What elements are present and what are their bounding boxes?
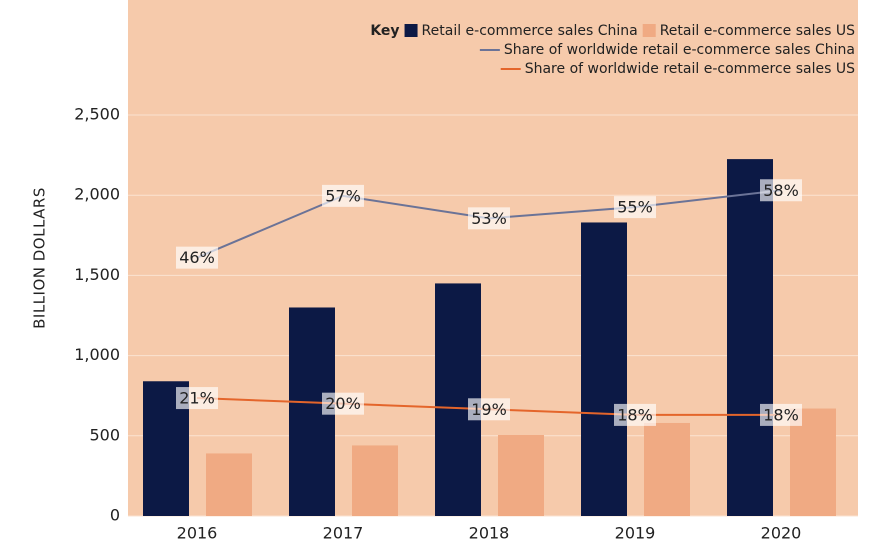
x-tick-label: 2016: [177, 524, 218, 543]
bar: [581, 222, 627, 516]
y-tick-label: 500: [89, 425, 120, 444]
y-tick-label: 1,500: [74, 265, 120, 284]
value-label: 21%: [179, 389, 215, 408]
bar: [498, 434, 544, 516]
y-tick-label: 0: [110, 506, 120, 525]
x-tick-label: 2018: [469, 524, 510, 543]
value-label: 18%: [617, 405, 653, 424]
y-tick-label: 2,500: [74, 105, 120, 124]
y-tick-label: 1,000: [74, 345, 120, 364]
value-label: 19%: [471, 400, 507, 419]
value-label-box: [176, 387, 218, 410]
bar: [790, 408, 836, 516]
bar: [727, 159, 773, 517]
legend-swatch: [404, 24, 418, 37]
legend-label: Share of worldwide retail e-commerce sal…: [504, 42, 855, 58]
value-label-box: [614, 196, 656, 219]
legend-label: Share of worldwide retail e-commerce sal…: [525, 61, 855, 77]
value-label-box: [468, 207, 510, 230]
y-tick-label: 2,000: [74, 185, 120, 204]
value-label: 53%: [471, 209, 507, 228]
bar: [206, 453, 252, 516]
bar: [352, 445, 398, 516]
value-label-box: [760, 403, 802, 426]
x-tick-label: 2017: [323, 524, 364, 543]
value-label: 57%: [325, 186, 361, 205]
legend-label: Retail e-commerce sales US: [660, 23, 855, 39]
value-label-box: [322, 184, 364, 207]
value-label: 58%: [763, 181, 799, 200]
value-label: 46%: [179, 248, 215, 267]
value-label: 18%: [763, 405, 799, 424]
value-label-box: [468, 398, 510, 421]
value-label: 55%: [617, 198, 653, 217]
legend-label: Retail e-commerce sales China: [422, 23, 638, 39]
value-label: 20%: [325, 394, 361, 413]
value-label-box: [760, 179, 802, 202]
x-tick-label: 2020: [761, 524, 802, 543]
x-tick-label: 2019: [615, 524, 656, 543]
bar: [644, 422, 690, 516]
value-label-box: [322, 392, 364, 415]
legend-swatch: [642, 24, 656, 37]
legend-title: Key: [370, 23, 399, 39]
value-label-box: [176, 246, 218, 269]
value-label-box: [614, 403, 656, 426]
y-axis-label: BILLION DOLLARS: [31, 187, 49, 329]
